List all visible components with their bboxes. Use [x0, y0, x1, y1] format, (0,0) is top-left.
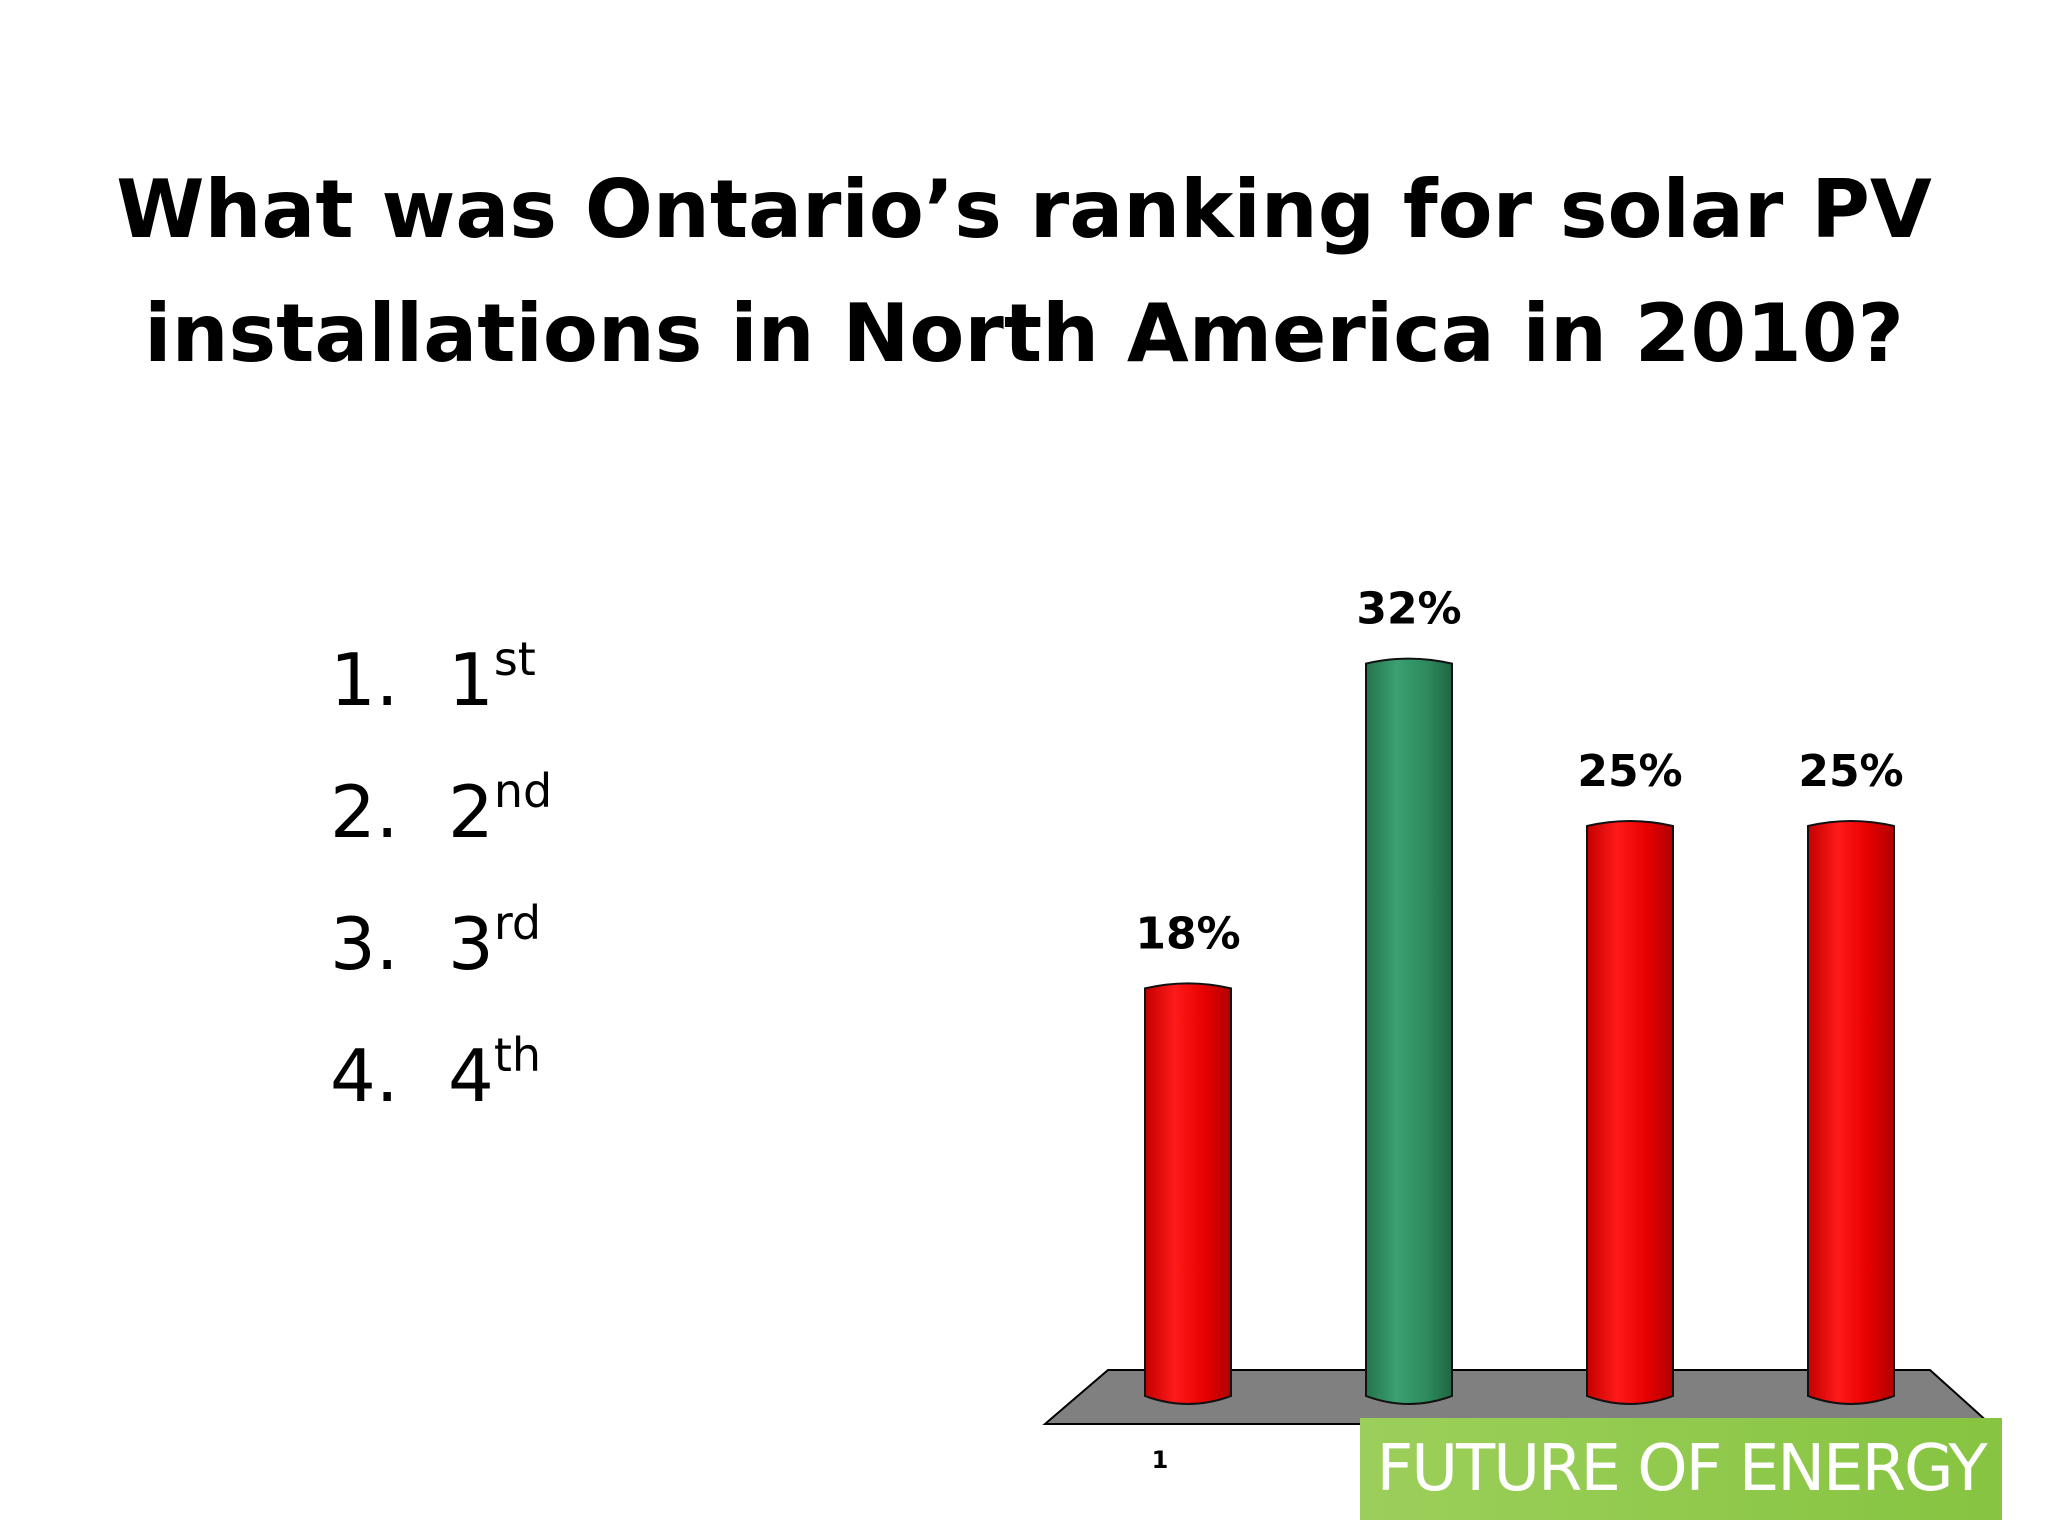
- option-1: 1. 1st: [330, 630, 552, 762]
- option-2: 2. 2nd: [330, 762, 552, 894]
- title-line-1: What was Ontario’s ranking for solar PV: [116, 163, 1932, 256]
- option-suffix: st: [493, 632, 536, 686]
- option-value: 1: [448, 638, 494, 722]
- value-labels-group: 18% 32% 25% 25%: [1135, 584, 1903, 960]
- option-suffix: th: [493, 1028, 542, 1082]
- option-3: 3. 3rd: [330, 894, 552, 1026]
- value-label-2: 32%: [1356, 584, 1461, 635]
- slide-title: What was Ontario’s ranking for solar PV …: [100, 148, 1948, 396]
- option-number: 3.: [330, 902, 399, 986]
- bar-4: [1807, 820, 1895, 1405]
- option-value: 4: [448, 1034, 494, 1118]
- option-number: 2.: [330, 770, 399, 854]
- value-label-4: 25%: [1798, 746, 1903, 797]
- bars-group: [1144, 657, 1895, 1405]
- option-value: 3: [448, 902, 494, 986]
- bar-3: [1586, 820, 1674, 1405]
- value-label-3: 25%: [1577, 746, 1682, 797]
- bar-2: [1365, 657, 1453, 1405]
- option-value: 2: [448, 770, 494, 854]
- answer-options: 1. 1st 2. 2nd 3. 3rd 4. 4th: [330, 630, 552, 1158]
- future-of-energy-logo: FUTURE OF ENERGY: [1360, 1418, 2002, 1520]
- option-suffix: nd: [493, 764, 553, 818]
- category-label-1: 1: [1152, 1446, 1169, 1474]
- option-number: 1.: [330, 638, 399, 722]
- bar-1: [1144, 982, 1232, 1405]
- option-number: 4.: [330, 1034, 399, 1118]
- value-label-1: 18%: [1135, 908, 1240, 959]
- option-suffix: rd: [493, 896, 542, 950]
- option-4: 4. 4th: [330, 1026, 552, 1158]
- title-line-2: installations in North America in 2010?: [144, 287, 1904, 380]
